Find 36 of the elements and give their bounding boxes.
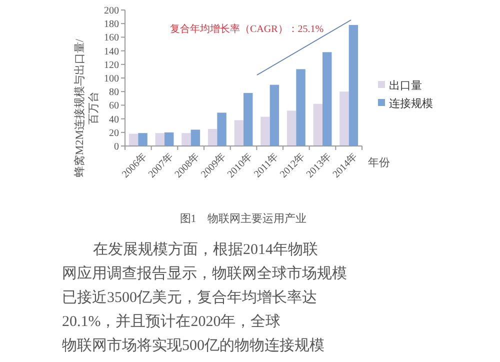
bar xyxy=(348,24,358,146)
bar xyxy=(128,134,138,146)
bar xyxy=(244,92,253,146)
y-tick-label: 60 xyxy=(109,100,119,112)
y-tick-label: 20 xyxy=(109,128,119,139)
bar xyxy=(217,112,226,146)
y-tick-label: 180 xyxy=(104,19,119,30)
annotation: 复合年均增长率（CAGR）：25.1% xyxy=(170,23,324,35)
bar xyxy=(234,120,244,146)
y-tick-label: 0 xyxy=(114,142,119,152)
bar xyxy=(260,116,270,146)
bar xyxy=(164,132,174,146)
bar xyxy=(296,69,306,146)
y-tick-label: 100 xyxy=(104,74,119,84)
bar xyxy=(340,92,349,146)
y-tick-label: 200 xyxy=(104,6,119,16)
caption: 图1 物联网主要运用产业 xyxy=(180,212,306,225)
bar xyxy=(182,133,191,146)
y-tick-label: 160 xyxy=(104,32,119,44)
bar xyxy=(313,104,322,146)
text: 在发展规模方面，根据2014年物联网应用调查报告显示，物联网全球市场规模已接近3500亿美元，复合年均增长率达20.1%，并且预计在2020年，全球物联网市场将实现500亿的物物连接规模 xyxy=(62,241,347,354)
bar xyxy=(138,133,148,146)
bar xyxy=(270,84,280,146)
y-tick-label: 140 xyxy=(104,46,119,58)
bar xyxy=(286,110,296,146)
legend-label: 出口量 xyxy=(389,78,422,92)
y-tick-label: 80 xyxy=(109,87,119,98)
bar xyxy=(155,133,164,146)
y-tick-label: 40 xyxy=(109,114,119,126)
legend-label: 连接规模 xyxy=(389,96,433,110)
bar xyxy=(208,129,218,146)
bar xyxy=(322,52,332,146)
bar xyxy=(190,130,200,146)
x-axis-title: 年份 xyxy=(368,157,390,169)
y-tick-label: 120 xyxy=(104,60,119,71)
y-axis-title: 蜂窝M2M连接规模与出口量/百万台 xyxy=(73,38,100,178)
